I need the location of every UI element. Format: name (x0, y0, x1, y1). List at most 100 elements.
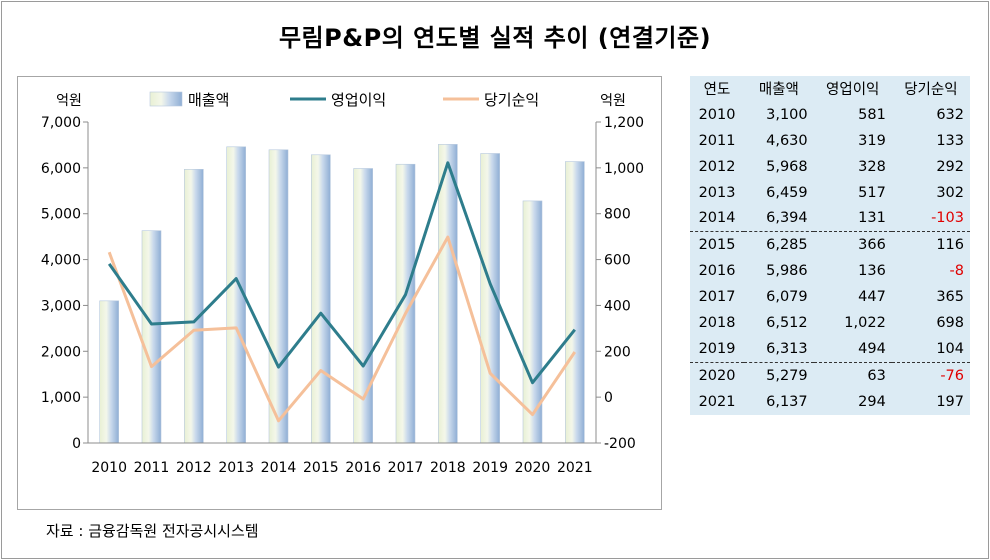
x-tick-label: 2020 (515, 460, 551, 476)
table-row: 2012 5,968 328 292 (690, 153, 970, 180)
cell-operating-profit: 328 (813, 153, 892, 180)
cell-operating-profit: 581 (813, 101, 892, 128)
lines-layer (107, 161, 577, 423)
data-table: 연도 매출액 영업이익 당기순익 2010 3,100 581 632 2011 4,63… (690, 76, 970, 415)
cell-operating-profit: 294 (813, 388, 892, 415)
cell-revenue: 5,279 (744, 361, 814, 389)
cell-operating-profit: 63 (813, 361, 892, 389)
header-year: 연도 (690, 76, 745, 102)
left-tick-label: 1,000 (41, 390, 81, 406)
table-row: 2015 6,285 366 116 (690, 231, 970, 259)
bar-revenue-2011 (141, 230, 162, 444)
table-row: 2010 3,100 581 632 (690, 101, 970, 128)
legend-revenue-swatch (149, 91, 183, 107)
cell-operating-profit: 319 (813, 127, 892, 154)
right-tick-label: 200 (604, 344, 631, 360)
table-row: 2016 5,986 136 -8 (690, 258, 970, 285)
x-tick-label: 2011 (134, 460, 170, 476)
page-title: 무림P&P의 연도별 실적 추이 (연결기준) (278, 24, 712, 52)
cell-year: 2013 (690, 179, 745, 206)
cell-net-income: 365 (891, 284, 970, 311)
table-row: 2014 6,394 131 -103 (690, 205, 970, 232)
cell-net-income: 104 (891, 335, 970, 363)
table-row: 2011 4,630 319 133 (690, 127, 970, 154)
right-tick-label: 400 (604, 298, 631, 314)
x-tick-label: 2018 (430, 460, 466, 476)
legend-operating-profit-label: 영업이익 (331, 91, 386, 109)
legend-revenue-label: 매출액 (188, 91, 229, 109)
cell-revenue: 3,100 (744, 101, 814, 128)
right-tick-label: 800 (604, 207, 631, 223)
cell-year: 2020 (690, 361, 745, 389)
header-net-income: 당기순익 (891, 76, 970, 102)
cell-year: 2021 (690, 388, 745, 415)
cell-year: 2016 (690, 258, 745, 285)
cell-net-income: -8 (891, 258, 970, 285)
cell-revenue: 6,459 (744, 179, 814, 206)
legend-net-income-label: 당기순익 (484, 91, 539, 109)
cell-revenue: 6,079 (744, 284, 814, 311)
cell-net-income: 292 (891, 153, 970, 180)
right-tick-label: 1,000 (604, 161, 644, 177)
x-tick-label: 2012 (176, 460, 212, 476)
table-row: 2021 6,137 294 197 (690, 388, 970, 415)
x-tick-label: 2016 (345, 460, 381, 476)
left-tick-label: 4,000 (41, 253, 81, 269)
cell-net-income: 632 (891, 101, 970, 128)
right-tick-label: 0 (604, 390, 613, 406)
source-note: 자료 : 금융감독원 전자공시시스템 (46, 522, 259, 540)
x-tick-label: 2017 (388, 460, 424, 476)
bar-revenue-2012 (184, 169, 204, 444)
cell-revenue: 6,285 (744, 231, 814, 259)
table-row: 2019 6,313 494 104 (690, 335, 970, 363)
bar-revenue-2014 (268, 149, 289, 444)
cell-year: 2014 (690, 205, 745, 232)
legend: 매출액 영업이익 당기순익 (149, 91, 539, 109)
cell-operating-profit: 517 (813, 179, 892, 206)
cell-year: 2011 (690, 127, 745, 154)
cell-net-income: -103 (891, 205, 970, 232)
cell-revenue: 5,968 (744, 153, 814, 180)
cell-revenue: 6,137 (744, 388, 814, 415)
table-row: 2018 6,512 1,022 698 (690, 310, 970, 336)
cell-net-income: -76 (891, 361, 970, 389)
bar-revenue-2015 (311, 154, 331, 444)
line-series-operating-profit (107, 161, 576, 385)
cell-net-income: 197 (891, 388, 970, 415)
cell-year: 2012 (690, 153, 745, 180)
cell-year: 2019 (690, 335, 745, 363)
cell-year: 2015 (690, 231, 745, 259)
left-tick-label: 2,000 (41, 344, 81, 360)
bar-revenue-2016 (353, 168, 373, 444)
bar-revenue-2010 (99, 300, 119, 444)
table-row: 2020 5,279 63 -76 (690, 361, 970, 389)
table-header-row: 연도 매출액 영업이익 당기순익 (690, 76, 970, 102)
bar-revenue-2018 (438, 144, 458, 444)
cell-revenue: 6,394 (744, 205, 814, 232)
cell-year: 2010 (690, 101, 745, 128)
cell-net-income: 116 (891, 231, 970, 259)
cell-net-income: 302 (891, 179, 970, 206)
combo-chart: 0 1,000 2,000 3,000 4,000 5,000 6,000 7,000 -200… (41, 91, 644, 476)
cell-operating-profit: 366 (813, 231, 892, 259)
x-tick-label: 2019 (472, 460, 508, 476)
cell-revenue: 5,986 (744, 258, 814, 285)
table-row: 2013 6,459 517 302 (690, 179, 970, 206)
cell-year: 2017 (690, 284, 745, 311)
cell-operating-profit: 1,022 (813, 310, 892, 336)
bar-revenue-2021 (565, 161, 585, 444)
right-tick-label: 1,200 (604, 115, 644, 131)
line-series-net-income (107, 235, 577, 423)
left-axis-unit: 억원 (56, 93, 82, 109)
x-tick-label: 2015 (303, 460, 339, 476)
left-tick-label: 6,000 (41, 161, 81, 177)
left-tick-label: 3,000 (41, 298, 81, 314)
header-revenue: 매출액 (744, 76, 814, 102)
left-tick-label: 0 (72, 436, 81, 452)
right-tick-label: 600 (604, 253, 631, 269)
cell-operating-profit: 131 (813, 205, 892, 232)
right-axis-unit: 억원 (600, 93, 626, 109)
cell-revenue: 6,313 (744, 335, 814, 363)
cell-revenue: 4,630 (744, 127, 814, 154)
x-tick-label: 2010 (91, 460, 127, 476)
